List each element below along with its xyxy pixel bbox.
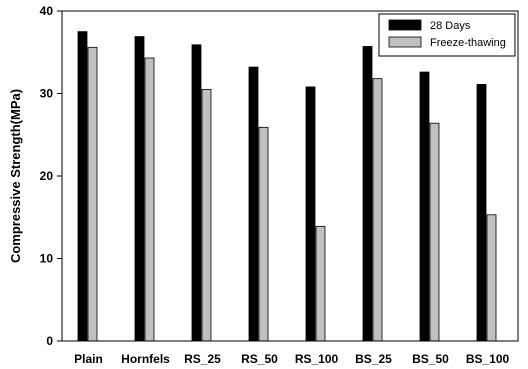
bar-series2-bs_25 xyxy=(372,78,383,342)
bar-series2-hornfels xyxy=(144,57,155,342)
legend-swatch xyxy=(388,36,422,48)
y-tick-label: 20 xyxy=(40,169,54,183)
legend-label: Freeze-thawing xyxy=(430,37,506,49)
x-tick-label: BS_50 xyxy=(412,352,449,366)
bar-series1-bs_100 xyxy=(476,84,487,342)
legend-label: 28 Days xyxy=(430,20,471,32)
bar-series1-rs_50 xyxy=(248,66,259,342)
x-tick-label: BS_100 xyxy=(466,352,510,366)
x-tick-label: BS_25 xyxy=(355,352,392,366)
bars-group xyxy=(77,31,497,342)
x-tick-label: Hornfels xyxy=(121,352,170,366)
bar-series2-plain xyxy=(87,46,98,342)
plot-frame xyxy=(61,10,519,342)
bar-series1-bs_25 xyxy=(362,46,373,342)
y-tick-label: 30 xyxy=(40,87,54,101)
y-tick-label: 0 xyxy=(46,334,53,348)
x-tick-label: RS_50 xyxy=(241,352,278,366)
y-tick-label: 10 xyxy=(40,252,54,266)
y-axis-title: Compressive Strength(MPa) xyxy=(8,89,23,263)
x-tick-label: RS_100 xyxy=(295,352,339,366)
bar-series1-bs_50 xyxy=(419,71,430,342)
bar-series1-rs_25 xyxy=(191,44,202,342)
bar-series1-plain xyxy=(77,31,88,342)
bar-series1-hornfels xyxy=(134,36,145,342)
bar-series2-rs_25 xyxy=(201,88,212,342)
bar-series2-rs_50 xyxy=(258,126,269,342)
y-tick-label: 40 xyxy=(40,4,54,18)
x-tick-label: Plain xyxy=(74,352,103,366)
bar-series1-rs_100 xyxy=(305,86,316,342)
legend-swatch xyxy=(388,19,422,31)
legend: 28 Days Freeze-thawing xyxy=(378,13,516,57)
bar-series2-bs_50 xyxy=(429,122,440,342)
bar-series2-rs_100 xyxy=(315,225,326,342)
bar-series2-bs_100 xyxy=(486,214,497,342)
axes-group: 0 10 20 30 40 Plain Hornfels RS_25 RS_50 RS_100 BS… xyxy=(40,4,519,366)
x-tick-label: RS_25 xyxy=(184,352,221,366)
